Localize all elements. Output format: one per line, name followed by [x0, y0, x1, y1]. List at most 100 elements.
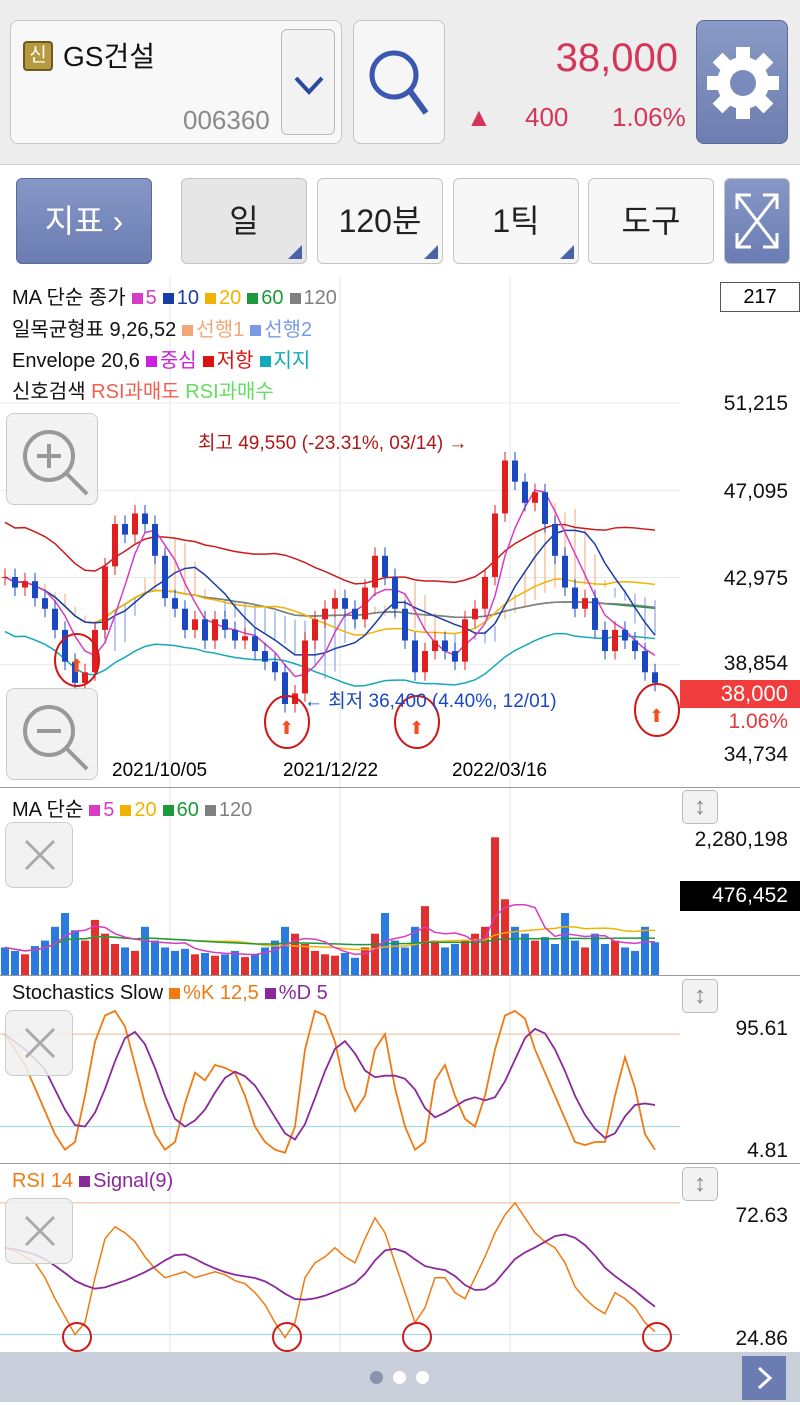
- candle: [442, 640, 448, 652]
- legend-swatch: [89, 805, 101, 816]
- envelope-legend: Envelope 20,6 중심 저항 지지: [12, 344, 310, 373]
- volume-bar: [141, 926, 149, 975]
- candle: [332, 598, 338, 609]
- signal-legend: 신호검색 RSI과매도 RSI과매수: [12, 375, 274, 404]
- candle: [132, 513, 138, 535]
- volume-bar: [321, 954, 329, 975]
- tick-button[interactable]: 1틱: [453, 178, 579, 264]
- date-label: 2021/10/05: [112, 760, 208, 781]
- resize-rsi-panel-handle[interactable]: ↕: [682, 1167, 718, 1201]
- volume-bar: [41, 940, 49, 975]
- candle: [112, 524, 118, 567]
- legend-swatch: [247, 293, 259, 304]
- candle: [172, 598, 178, 609]
- ma-legend: MA 단순 종가 5 10 20 60 120: [12, 281, 337, 310]
- zoom-in-button[interactable]: [6, 413, 98, 505]
- volume-bar: [491, 837, 499, 975]
- volume-bar: [341, 952, 349, 975]
- volume-bar: [291, 933, 299, 975]
- volume-bar: [191, 954, 199, 975]
- low-annotation: ← 최저 36,400 (4.40%, 12/01): [304, 691, 557, 712]
- candle: [82, 672, 88, 683]
- tools-button[interactable]: 도구: [588, 178, 714, 264]
- stock-selector[interactable]: 신 GS건설 006360: [10, 20, 342, 144]
- resize-stochastics-panel-handle[interactable]: ↕: [682, 979, 718, 1013]
- candle: [42, 598, 48, 609]
- close-icon: [24, 1027, 56, 1059]
- period-day-label: 일: [229, 203, 259, 239]
- page-dot[interactable]: [393, 1371, 406, 1384]
- stochastics-max: 95.61: [735, 1017, 788, 1040]
- legend-item: 120: [218, 799, 253, 821]
- panel-divider[interactable]: [0, 787, 800, 788]
- candle: [462, 619, 468, 662]
- resize-volume-panel-handle[interactable]: ↕: [682, 790, 718, 824]
- volume-bar: [231, 950, 239, 975]
- page-dot-active[interactable]: [370, 1371, 383, 1384]
- volume-bar: [271, 940, 279, 975]
- rsi-line: [4, 1201, 656, 1339]
- volume-bar: [161, 947, 169, 975]
- candle: [92, 629, 98, 673]
- price-tick: 51,215: [723, 392, 788, 415]
- chart-canvas[interactable]: ⬆ ⬆ ⬆ ⬆: [0, 0, 800, 1352]
- legend-item: 5: [103, 799, 115, 821]
- close-stochastics-panel-button[interactable]: [5, 1010, 73, 1076]
- buy-signal-arrow-icon: ⬆: [409, 718, 424, 738]
- volume-max: 2,280,198: [694, 828, 788, 851]
- volume-bar: [51, 926, 59, 975]
- price-tick: 38,854: [723, 652, 788, 675]
- ichimoku-legend: 일목균형표 9,26,52 선행1 선행2: [12, 313, 312, 342]
- candle-count-box[interactable]: 217: [720, 282, 800, 312]
- settings-button[interactable]: [696, 20, 788, 144]
- volume-bar: [501, 899, 509, 975]
- buy-signal-arrow-icon: ⬆: [69, 656, 84, 676]
- signal-circle: [634, 683, 680, 737]
- legend-item: 중심: [159, 350, 197, 372]
- search-button[interactable]: [353, 20, 445, 144]
- volume-bar: [21, 954, 29, 975]
- credit-badge: 신: [23, 41, 53, 71]
- next-page-button[interactable]: [742, 1356, 786, 1400]
- chevron-right-icon: ›: [112, 203, 124, 239]
- zoom-out-button[interactable]: [6, 688, 98, 780]
- candle: [72, 661, 78, 683]
- indicator-button[interactable]: 지표 ›: [16, 178, 152, 264]
- volume-bar: [621, 947, 629, 975]
- volume-bar: [181, 948, 189, 975]
- chevron-right-icon: [757, 1366, 773, 1390]
- volume-bar: [301, 944, 309, 975]
- panel-divider[interactable]: [0, 1163, 800, 1164]
- candle: [482, 576, 488, 609]
- candle: [252, 636, 258, 652]
- candle: [572, 587, 578, 609]
- stock-dropdown-button[interactable]: [281, 29, 335, 135]
- volume-bar: [371, 933, 379, 975]
- candle: [32, 581, 38, 599]
- candle: [612, 629, 618, 652]
- candle: [2, 576, 8, 578]
- candle: [282, 672, 288, 705]
- volume-bar: [461, 940, 469, 975]
- price-tick: 47,095: [723, 480, 788, 503]
- close-volume-panel-button[interactable]: [5, 822, 73, 888]
- legend-item: 60: [261, 287, 284, 309]
- volume-bar: [421, 906, 429, 975]
- stochastics-min: 4.81: [747, 1139, 788, 1162]
- volume-bar: [631, 950, 639, 975]
- chevron-down-icon: [294, 76, 324, 95]
- stochastics-d-line: [4, 1027, 656, 1141]
- period-day-button[interactable]: 일: [181, 178, 307, 264]
- volume-bar: [31, 946, 39, 975]
- candle: [52, 608, 58, 630]
- close-rsi-panel-button[interactable]: [5, 1198, 73, 1264]
- page-dot[interactable]: [416, 1371, 429, 1384]
- envelope-support-line: [4, 630, 656, 687]
- panel-divider[interactable]: [0, 975, 800, 976]
- zoom-out-icon: [23, 705, 89, 771]
- period-minute-button[interactable]: 120분: [317, 178, 443, 264]
- price-change: 400: [525, 102, 569, 132]
- legend-swatch: [250, 325, 262, 336]
- fullscreen-button[interactable]: [724, 178, 790, 264]
- volume-bar: [641, 926, 649, 975]
